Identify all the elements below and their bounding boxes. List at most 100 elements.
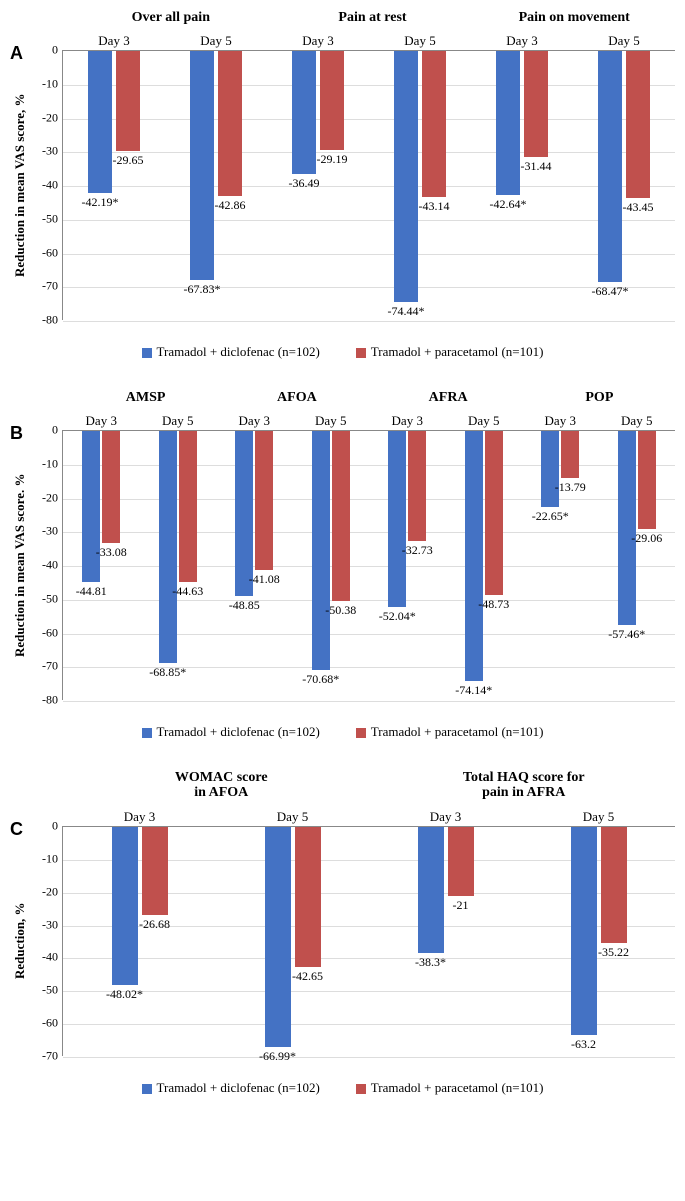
bar-value-label: -67.83* [184,282,221,297]
day-label: Day 3 [545,413,576,429]
bar-value-label: -48.85 [229,598,260,613]
bar-value-label: -68.85* [149,665,186,680]
bar-s1: -38.3* [418,827,444,953]
bar-s2: -21 [448,827,474,896]
bar-value-label: -22.65* [532,509,569,524]
bar-s2: -29.06 [638,431,656,529]
bar-s2: -29.19 [320,51,344,150]
bar-pair: Day 5-68.47*-43.45 [598,51,650,282]
y-axis-label: Reduction in mean VAS score. % [10,430,32,700]
bar-groups: Day 3-44.81-33.08Day 5-68.85*-44.63Day 3… [63,431,675,700]
day-label: Day 3 [430,809,461,825]
bar-value-label: -29.06 [631,531,662,546]
bar-s1: -22.65* [541,431,559,507]
legend-swatch [142,348,152,358]
bar-value-label: -42.64* [490,197,527,212]
legend-item: Tramadol + diclofenac (n=102) [142,1080,320,1096]
bar-s1: -74.44* [394,51,418,302]
legend-item: Tramadol + paracetamol (n=101) [356,344,544,360]
bar-value-label: -33.08 [96,545,127,560]
y-tick: -40 [42,178,58,193]
bar-s2: -43.45 [626,51,650,198]
bar-value-label: -36.49 [289,176,320,191]
y-tick: -80 [42,313,58,328]
y-tick: -20 [42,110,58,125]
y-tick: -70 [42,1049,58,1064]
group-titles: WOMAC score in AFOATotal HAQ score for p… [70,770,675,804]
group-title: AFRA [373,390,524,408]
bar-pair: Day 5-67.83*-42.86 [190,51,242,280]
y-tick: -20 [42,490,58,505]
day-label: Day 3 [124,809,155,825]
bar-s2: -43.14 [422,51,446,197]
legend-swatch [356,348,366,358]
bar-value-label: -43.14 [419,199,450,214]
y-axis-label: Reduction in mean VAS score, % [10,50,32,320]
bar-groups: Day 3-48.02*-26.68 Day 5-66.99*-42.65Day … [63,827,675,1056]
day-label: Day 3 [86,413,117,429]
bar-value-label: -35.22 [598,945,629,960]
legend-text: Tramadol + diclofenac (n=102) [157,1080,320,1095]
legend-text: Tramadol + diclofenac (n=102) [157,344,320,359]
group-title: Total HAQ score for pain in AFRA [373,770,676,804]
bar-value-label: -50.38 [325,603,356,618]
bar-pair: Day 3-48.02*-26.68 [112,827,168,985]
bar-value-label: -44.63 [172,584,203,599]
day-label: Day 3 [302,33,333,49]
legend-item: Tramadol + diclofenac (n=102) [142,344,320,360]
bar-value-label: -32.73 [402,543,433,558]
bar-s1: -70.68* [312,431,330,670]
y-tick: 0 [52,43,58,58]
group-title: Over all pain [70,10,272,28]
bar-s1: -74.14* [465,431,483,681]
bar-pair: Day 3-36.49-29.19 [292,51,344,174]
bar-value-label: -13.79 [555,480,586,495]
bar-s1: -57.46* [618,431,636,625]
legend-text: Tramadol + diclofenac (n=102) [157,724,320,739]
bar-s2: -29.65 [116,51,140,151]
bar-group: Day 3-42.64*-31.44Day 5-68.47*-43.45 [471,51,675,320]
legend-swatch [356,1084,366,1094]
group-titles: Over all painPain at restPain on movemen… [70,10,675,28]
panel-A: AOver all painPain at restPain on moveme… [10,10,675,360]
legend: Tramadol + diclofenac (n=102) Tramadol + … [10,724,675,740]
legend-swatch [142,1084,152,1094]
bar-s1: -36.49 [292,51,316,174]
bar-s1: -66.99* [265,827,291,1047]
day-label: Day 5 [621,413,652,429]
bar-pair: Day 3-22.65*-13.79 [541,431,579,507]
y-tick: -60 [42,1016,58,1031]
bar-value-label: -41.08 [249,572,280,587]
bar-s2: -48.73 [485,431,503,595]
bar-group: Day 3-22.65*-13.79Day 5-57.46*-29.06 [522,431,675,700]
bar-value-label: -44.81 [76,584,107,599]
bar-value-label: -63.2 [571,1037,596,1052]
y-tick: -30 [42,144,58,159]
legend-text: Tramadol + paracetamol (n=101) [371,724,544,739]
group-title: Pain at rest [272,10,474,28]
bar-group: Day 3-48.02*-26.68 Day 5-66.99*-42.65 [63,827,369,1056]
bar-pair: Day 5-66.99*-42.65 [265,827,321,1047]
bar-s2: -50.38 [332,431,350,601]
bar-value-label: -42.86 [215,198,246,213]
day-label: Day 5 [404,33,435,49]
bar-s2: -42.65 [295,827,321,967]
bar-groups: Day 3-42.19*-29.65Day 5-67.83*-42.86Day … [63,51,675,320]
plot: Day 3-48.02*-26.68 Day 5-66.99*-42.65Day … [62,826,675,1056]
bar-value-label: -74.44* [388,304,425,319]
bar-group: Day 3-42.19*-29.65Day 5-67.83*-42.86 [63,51,267,320]
bar-pair: Day 5-74.14*-48.73 [465,431,503,681]
bar-s1: -63.2 [571,827,597,1035]
gridline [63,701,675,702]
bar-value-label: -38.3* [415,955,446,970]
bar-pair: Day 3-48.85-41.08 [235,431,273,596]
y-tick: -30 [42,524,58,539]
y-tick: -10 [42,456,58,471]
y-tick: -40 [42,950,58,965]
panel-B: BAMSPAFOAAFRAPOPReduction in mean VAS sc… [10,390,675,740]
plot: Day 3-42.19*-29.65Day 5-67.83*-42.86Day … [62,50,675,320]
y-ticks: 0-10-20-30-40-50-60-70-80 [32,430,62,700]
group-titles: AMSPAFOAAFRAPOP [70,390,675,408]
bar-value-label: -31.44 [521,159,552,174]
bar-group: Day 3-44.81-33.08Day 5-68.85*-44.63 [63,431,216,700]
